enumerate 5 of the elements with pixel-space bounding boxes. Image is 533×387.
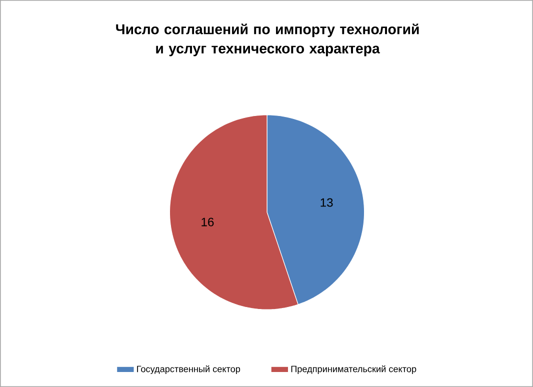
legend-label: Предпринимательский сектор — [291, 365, 416, 374]
data-label: 13 — [320, 198, 333, 207]
legend-label: Государственный сектор — [137, 365, 240, 374]
data-label: 16 — [202, 218, 214, 226]
chart-title: Число соглашений по импорту технологий и услуг технического характера — [116, 24, 419, 56]
